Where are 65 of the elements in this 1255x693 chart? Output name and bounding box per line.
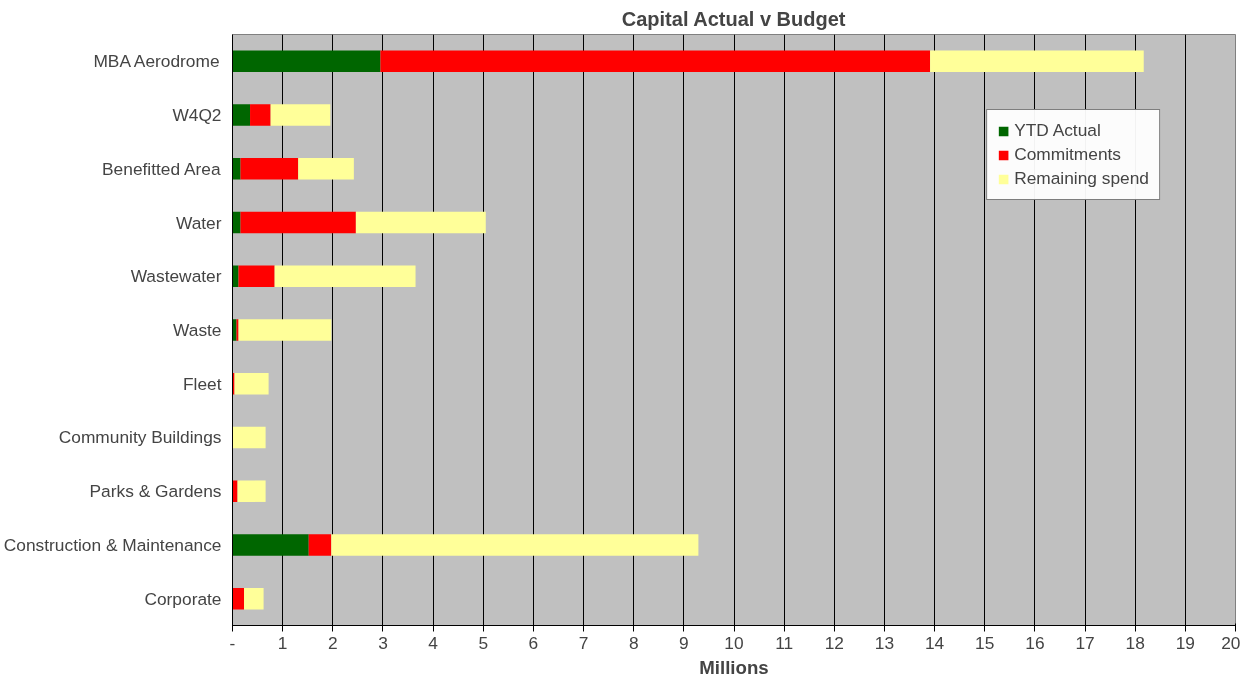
x-tick-label: 11: [775, 632, 794, 653]
x-tick-label: 14: [924, 632, 945, 653]
y-tick-label: Parks & Gardens: [89, 481, 222, 502]
legend-label: Remaining spend: [1014, 168, 1149, 189]
x-tick-label: 20: [1221, 632, 1241, 653]
bar: [240, 158, 299, 180]
bar: [232, 158, 241, 180]
bar: [232, 50, 381, 73]
x-tick-label: 7: [578, 632, 589, 653]
bar: [232, 211, 241, 234]
bar: [236, 319, 239, 341]
x-tick-label: 9: [679, 632, 689, 653]
bar: [237, 480, 266, 502]
x-tick-label: 17: [1075, 632, 1095, 653]
x-tick-label: 5: [478, 632, 489, 653]
bar: [232, 104, 251, 126]
x-tick-label: 2: [327, 632, 338, 653]
y-tick-label: Benefitted Area: [102, 158, 221, 179]
bar: [232, 426, 266, 449]
y-tick-label: Waste: [173, 320, 222, 340]
y-tick-label: Fleet: [182, 373, 222, 394]
bar: [355, 211, 486, 234]
bar: [240, 211, 356, 234]
y-tick-label: W4Q2: [172, 105, 222, 126]
bar: [232, 534, 309, 556]
x-tick-label: 13: [874, 632, 895, 653]
bar: [232, 480, 238, 502]
legend-label: Commitments: [1014, 144, 1121, 165]
bar: [274, 265, 416, 288]
x-tick-label: 12: [824, 632, 844, 653]
x-tick-label: 1: [277, 632, 288, 653]
x-tick-label: -: [229, 632, 236, 653]
x-tick-label: 4: [428, 632, 439, 653]
x-tick-label: 16: [1025, 632, 1045, 653]
y-tick-label: Water: [175, 212, 222, 233]
y-tick-label: Construction & Maintenance: [3, 534, 222, 555]
bar: [232, 587, 245, 610]
bar: [244, 587, 264, 610]
bar: [250, 104, 271, 126]
bar: [298, 158, 354, 180]
bar: [234, 372, 269, 395]
x-tick-label: 6: [528, 632, 539, 653]
bar: [232, 372, 235, 395]
x-tick-label: 18: [1125, 632, 1145, 653]
x-tick-label: 15: [975, 632, 995, 653]
y-tick-label: Community Buildings: [58, 427, 222, 448]
x-tick-label: 19: [1175, 632, 1195, 653]
bar: [238, 319, 332, 341]
y-tick-label: MBA Aerodrome: [93, 51, 220, 72]
bar: [238, 265, 275, 288]
chart-title: Capital Actual v Budget: [621, 7, 846, 30]
bar: [380, 50, 931, 73]
bar: [232, 265, 239, 288]
bar: [232, 319, 237, 341]
y-tick-label: Corporate: [144, 588, 222, 609]
bar: [930, 50, 1144, 73]
x-tick-label: 8: [628, 632, 639, 653]
x-axis-title: Millions: [699, 656, 769, 678]
bar: [270, 104, 331, 126]
legend-label: YTD Actual: [1014, 120, 1101, 141]
bar: [308, 534, 332, 556]
y-tick-label: Wastewater: [130, 266, 222, 287]
x-tick-label: 10: [724, 632, 744, 653]
bar: [331, 534, 699, 556]
x-tick-label: 3: [378, 632, 388, 653]
